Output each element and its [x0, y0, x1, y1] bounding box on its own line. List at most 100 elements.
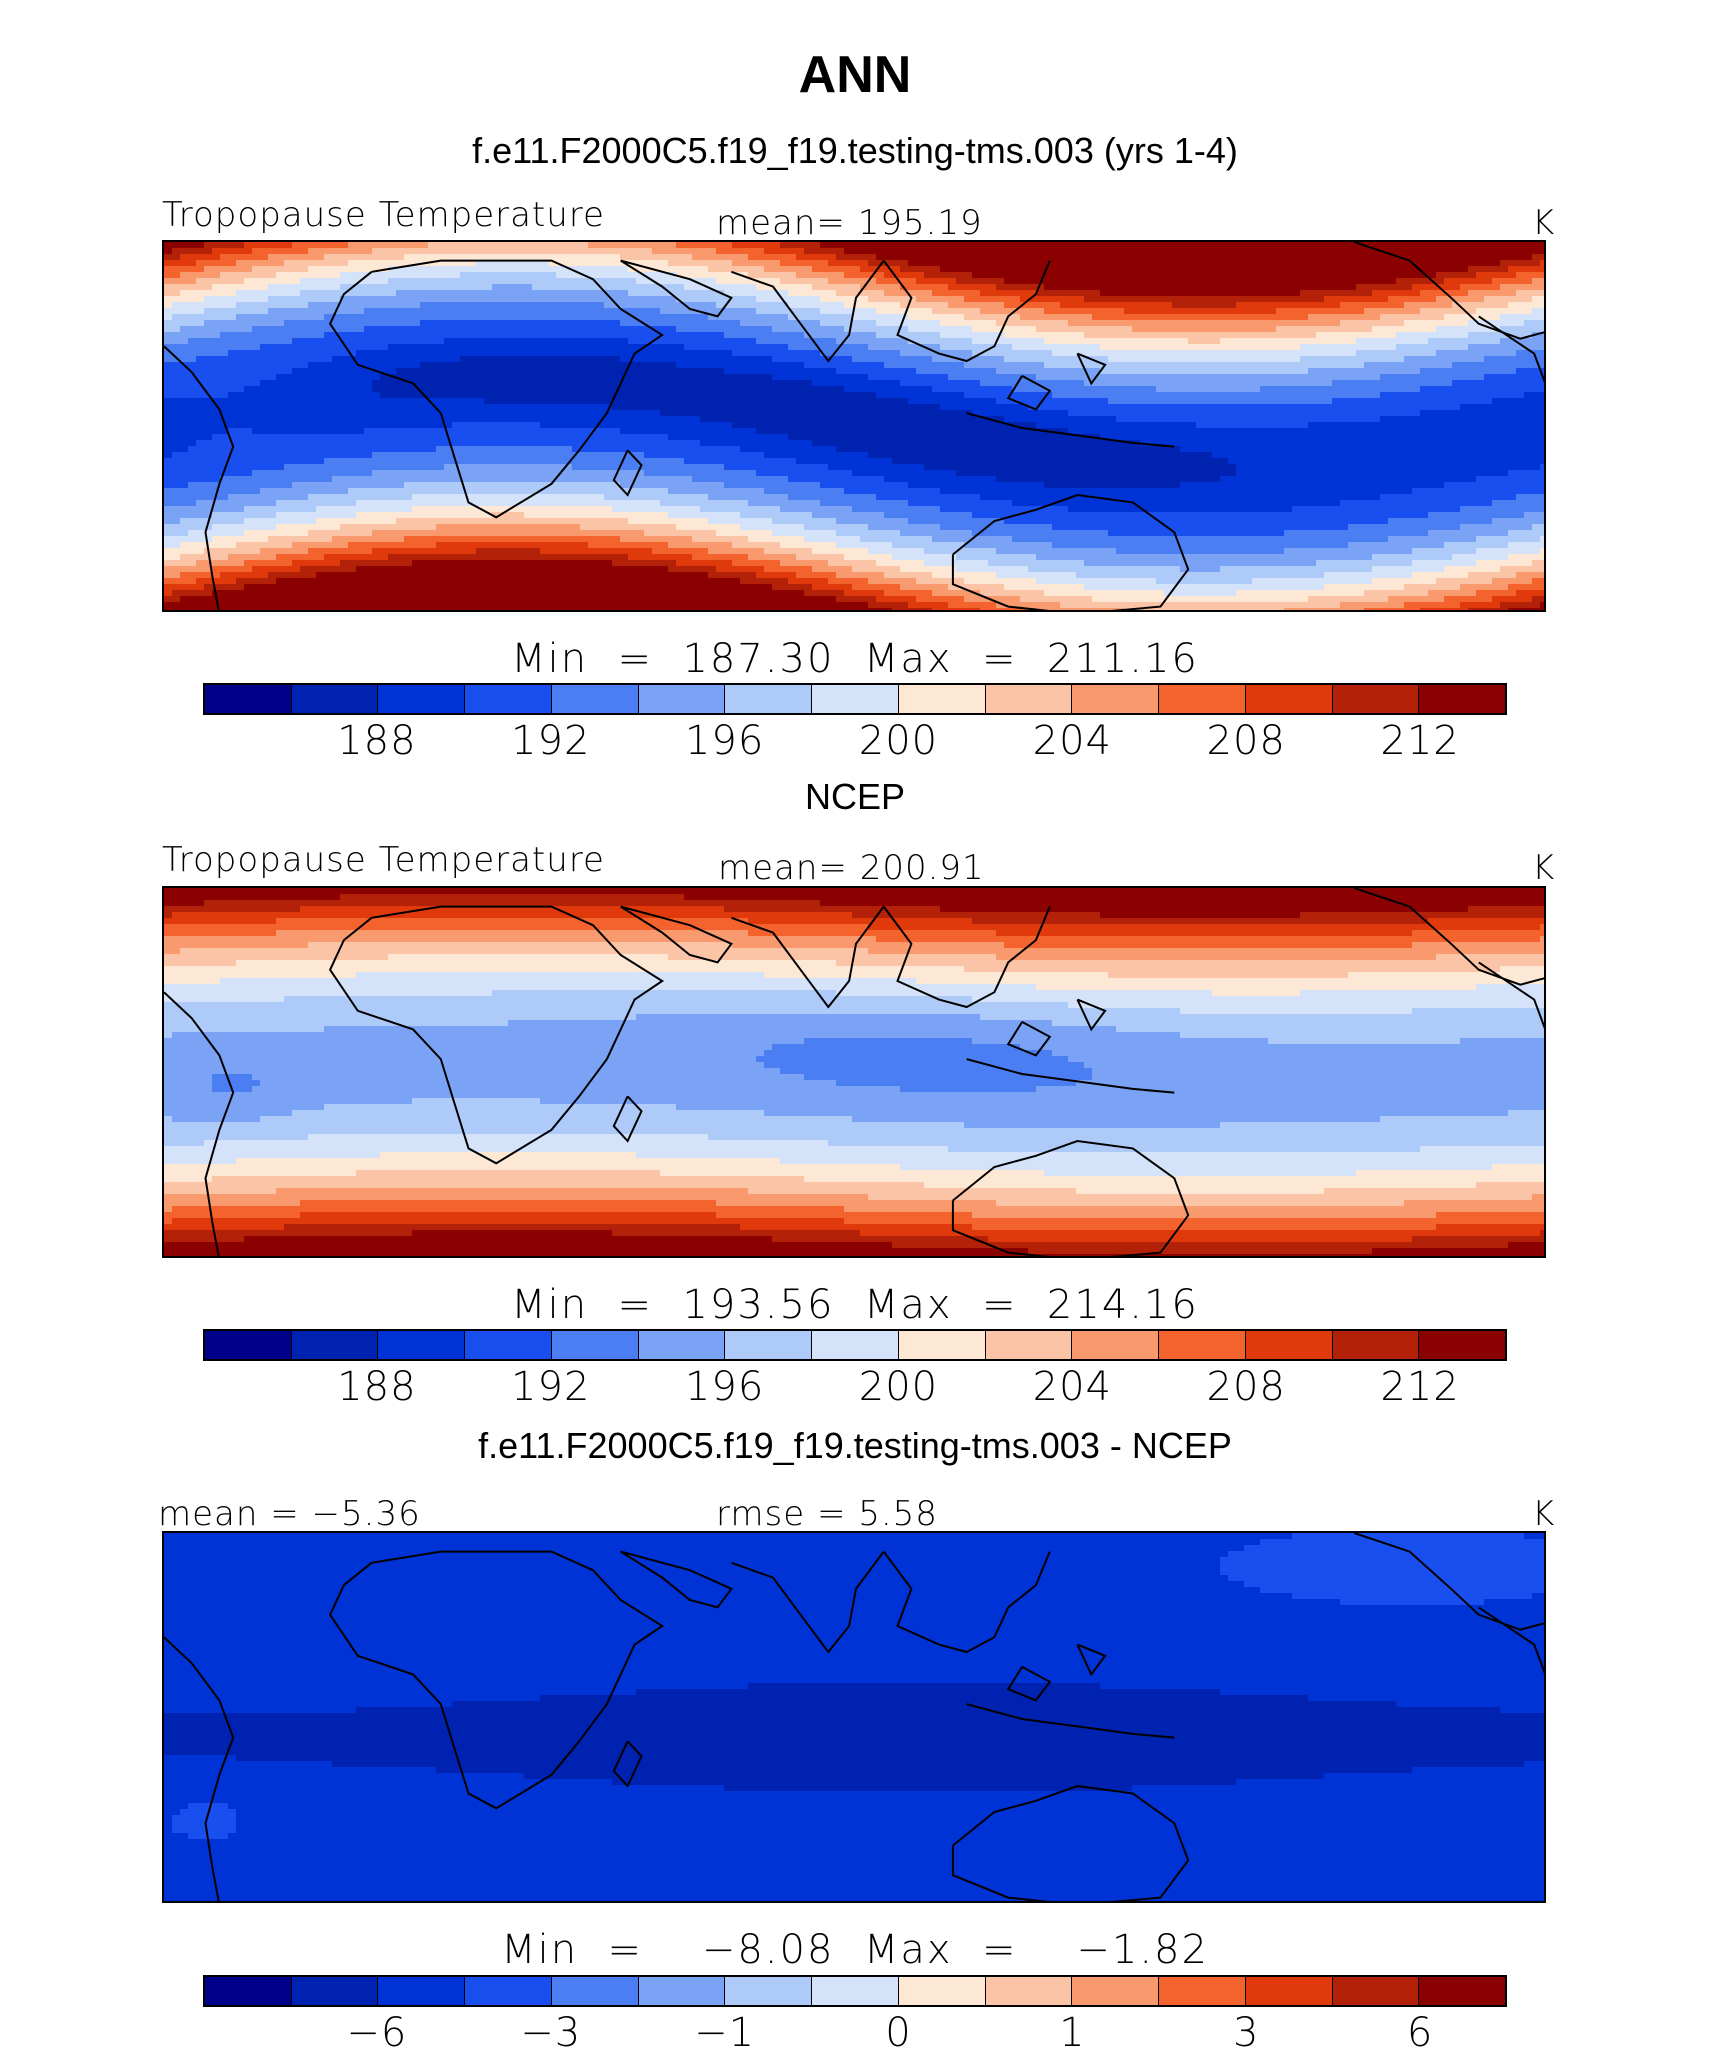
colorbar-swatch	[1072, 685, 1160, 713]
colorbar-swatch	[205, 1331, 292, 1359]
colorbar-swatch	[1245, 1977, 1333, 2005]
coastline	[1353, 1533, 1544, 1631]
coastline	[1353, 888, 1544, 986]
coastline	[1478, 1606, 1544, 1674]
panel-1-variable-label: Tropopause Temperature	[162, 195, 605, 235]
colorbar-swatch	[1419, 685, 1506, 713]
coastline	[612, 449, 643, 497]
colorbar-tick-label: 200	[859, 718, 938, 764]
coastline	[966, 1703, 1175, 1739]
panel-2-colorbar-ticks: 188 192 196 200 204 208 212	[203, 1364, 1507, 1412]
coastline	[328, 905, 665, 1165]
coastline	[164, 345, 235, 610]
coastline	[966, 1058, 1175, 1094]
coastline	[328, 259, 665, 519]
map-field	[164, 888, 1544, 1256]
colorbar-swatch	[551, 1331, 639, 1359]
colorbar-swatch	[1159, 685, 1246, 713]
colorbar-swatch	[638, 1977, 726, 2005]
colorbar-swatch	[291, 1331, 379, 1359]
page-title: ANN	[0, 45, 1710, 105]
map-field	[164, 242, 1544, 610]
panel-1-map	[162, 240, 1546, 612]
colorbar-swatch	[378, 685, 466, 713]
coastline	[612, 1740, 643, 1788]
panel-3-minmax-label: Min = −8.08 Max = −1.82	[0, 1927, 1710, 1973]
colorbar-swatch	[985, 1331, 1073, 1359]
coastline	[1478, 315, 1544, 383]
panel-3-units-label: K	[1532, 1494, 1555, 1534]
coastline	[882, 906, 1051, 1009]
colorbar-swatch	[1159, 1331, 1246, 1359]
colorbar-swatch	[1332, 685, 1420, 713]
colorbar-swatch	[551, 1977, 639, 2005]
colorbar-tick-label: −3	[520, 2010, 581, 2056]
panel-3-rmse-label: rmse = 5.58	[716, 1494, 938, 1534]
coastline	[882, 1551, 1051, 1654]
panel-1-units-label: K	[1532, 203, 1555, 243]
colorbar-tick-label: 208	[1207, 718, 1286, 764]
colorbar-tick-label: 204	[1033, 718, 1112, 764]
colorbar-swatch	[812, 685, 899, 713]
colorbar-swatch	[812, 1977, 899, 2005]
colorbar-tick-label: 3	[1233, 2010, 1259, 2056]
panel-1-colorbar-ticks: 188 192 196 200 204 208 212	[203, 718, 1507, 766]
colorbar-swatch	[1072, 1977, 1160, 2005]
panel-2-map	[162, 886, 1546, 1258]
map-field	[164, 1533, 1544, 1901]
panel-1-minmax-label: Min = 187.30 Max = 211.16	[0, 636, 1710, 682]
colorbar-swatch	[725, 1331, 813, 1359]
colorbar-swatch	[291, 685, 379, 713]
colorbar-tick-label: 208	[1207, 1364, 1286, 1410]
coastline	[1076, 998, 1107, 1032]
coastline	[731, 260, 885, 363]
colorbar-tick-label: −1	[694, 2010, 755, 2056]
colorbar-swatch	[898, 1331, 986, 1359]
colorbar-tick-label: −6	[346, 2010, 407, 2056]
coastline	[966, 412, 1175, 448]
panel-3-heading: f.e11.F2000C5.f19_f19.testing-tms.003 - …	[0, 1425, 1710, 1467]
colorbar-swatch	[1072, 1331, 1160, 1359]
panel-3-colorbar-ticks: −6 −3 −1 0 1 3 6	[203, 2010, 1507, 2058]
colorbar-swatch	[551, 685, 639, 713]
coastline	[620, 905, 733, 964]
colorbar-tick-label: 188	[337, 1364, 416, 1410]
panel-2-colorbar	[203, 1329, 1507, 1361]
colorbar-swatch	[378, 1977, 466, 2005]
colorbar-tick-label: 192	[511, 718, 590, 764]
coastline	[1006, 1021, 1052, 1057]
coastline	[164, 991, 235, 1256]
coastline	[951, 493, 1190, 610]
coastline	[731, 906, 885, 1009]
colorbar-swatch	[465, 1331, 552, 1359]
coastline	[1006, 375, 1052, 411]
coastline	[620, 1550, 733, 1609]
panel-2-units-label: K	[1532, 848, 1555, 888]
colorbar-tick-label: 0	[885, 2010, 911, 2056]
colorbar-tick-label: 212	[1380, 718, 1459, 764]
coastline	[1076, 1643, 1107, 1677]
coastline	[951, 1784, 1190, 1901]
panel-2-variable-label: Tropopause Temperature	[162, 840, 605, 880]
colorbar-tick-label: 204	[1033, 1364, 1112, 1410]
colorbar-swatch	[638, 685, 726, 713]
colorbar-tick-label: 6	[1407, 2010, 1433, 2056]
coastline	[1353, 242, 1544, 340]
colorbar-tick-label: 200	[859, 1364, 938, 1410]
colorbar-swatch	[378, 1331, 466, 1359]
colorbar-swatch	[638, 1331, 726, 1359]
colorbar-swatch	[1245, 685, 1333, 713]
panel-1-colorbar	[203, 683, 1507, 715]
panel-3-colorbar	[203, 1975, 1507, 2007]
colorbar-tick-label: 196	[685, 718, 764, 764]
colorbar-swatch	[985, 685, 1073, 713]
coastline	[164, 1636, 235, 1901]
colorbar-swatch	[1332, 1331, 1420, 1359]
panel-1-mean-label: mean= 195.19	[716, 203, 983, 243]
colorbar-swatch	[1159, 1977, 1246, 2005]
coastline	[620, 259, 733, 318]
colorbar-tick-label: 1	[1059, 2010, 1085, 2056]
colorbar-swatch	[205, 1977, 292, 2005]
colorbar-swatch	[291, 1977, 379, 2005]
panel-1-heading: f.e11.F2000C5.f19_f19.testing-tms.003 (y…	[0, 130, 1710, 172]
